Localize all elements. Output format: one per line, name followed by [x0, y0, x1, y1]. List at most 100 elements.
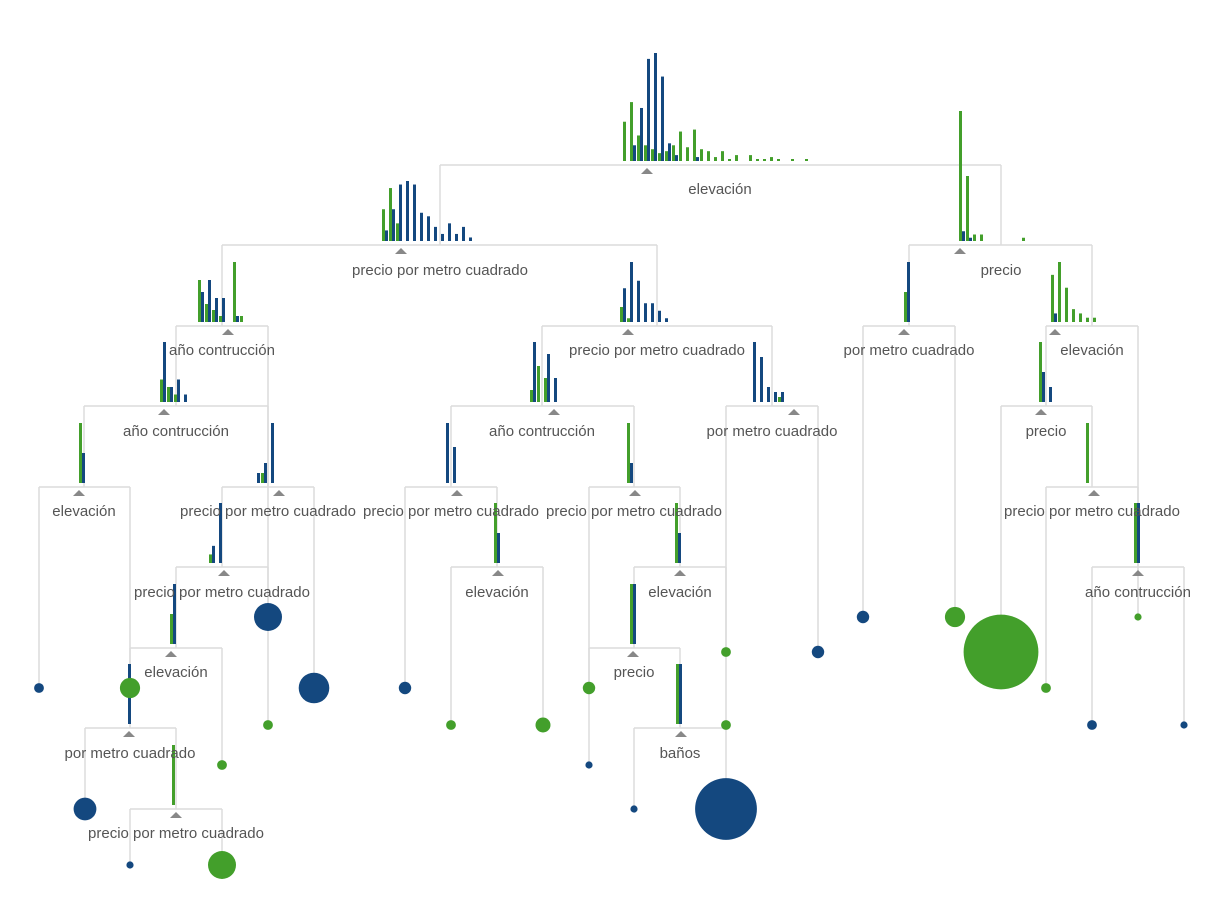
hist-bar-n0-b-3	[644, 145, 647, 161]
hist-bar-n19-a-0	[1137, 503, 1140, 563]
hist-bar-n3-a-2	[215, 298, 218, 322]
split-labels: elevación precio por metro cuadrado prec…	[52, 181, 1191, 842]
node-label-n16: precio por metro cuadrado	[134, 584, 310, 601]
hist-bar-n2-b-1	[966, 176, 969, 241]
split-marker-n20	[165, 651, 177, 657]
split-marker-n10	[1035, 409, 1047, 415]
split-marker-n0	[641, 168, 653, 174]
hist-bar-n6-a-0	[1054, 313, 1057, 322]
leaf-node-2	[73, 797, 97, 821]
hist-bar-n17-a-0	[497, 533, 500, 563]
hist-bar-n4-a-3	[644, 303, 647, 322]
split-marker-n21	[627, 651, 639, 657]
leaf-node-20	[944, 606, 966, 628]
hist-bar-n2-b-0	[959, 111, 962, 241]
hist-bar-n5-b-0	[904, 292, 907, 322]
hist-bar-n0-b-5	[658, 153, 661, 161]
hist-bar-n2-b-2	[973, 234, 976, 241]
hist-bar-n9-a-3	[774, 392, 777, 402]
split-marker-n13	[451, 490, 463, 496]
split-marker-n1	[395, 248, 407, 254]
hist-bar-n1-a-1	[392, 209, 395, 241]
node-label-n12: precio por metro cuadrado	[180, 503, 356, 520]
leaf-node-16	[721, 720, 731, 730]
hist-bar-n0-a-3	[647, 58, 650, 161]
hist-bar-n1-a-0	[385, 230, 388, 241]
split-marker-n15	[1088, 490, 1100, 496]
hist-bar-n8-b-0	[530, 390, 533, 402]
hist-bar-n4-b-1	[627, 318, 630, 322]
node-label-n5: por metro cuadrado	[844, 342, 975, 359]
hist-bar-n4-a-0	[623, 288, 626, 322]
hist-bar-n1-a-11	[462, 226, 465, 241]
hist-bar-n4-a-5	[658, 310, 661, 322]
hist-bar-n21-b-0	[630, 584, 633, 644]
hist-bar-n1-a-3	[406, 181, 409, 241]
leaf-node-12	[585, 761, 593, 769]
node-label-n15: precio por metro cuadrado	[1004, 503, 1180, 520]
hist-bar-n0-a-6	[668, 143, 671, 161]
hist-bar-n1-a-9	[448, 223, 451, 241]
split-marker-n19	[1132, 570, 1144, 576]
hist-bar-n6-b-2	[1065, 287, 1068, 322]
node-label-n0: elevación	[688, 181, 751, 198]
hist-bar-n3-b-3	[219, 316, 222, 322]
hist-bar-n13-a-0	[446, 423, 449, 483]
leaf-node-25	[1134, 613, 1142, 621]
hist-bar-n7-a-1	[170, 387, 173, 402]
leaf-node-17	[721, 647, 731, 657]
node-label-n1: precio por metro cuadrado	[352, 262, 528, 279]
split-marker-n8	[548, 409, 560, 415]
hist-bar-n9-a-2	[767, 387, 770, 402]
hist-bar-n7-b-2	[174, 394, 177, 402]
leaf-node-14	[630, 805, 638, 813]
hist-bar-n8-a-3	[554, 378, 557, 402]
node-label-n19: año contrucción	[1085, 584, 1191, 601]
hist-bar-n5-a-0	[907, 262, 910, 322]
hist-bar-n6-b-4	[1079, 313, 1082, 322]
leaf-node-13	[582, 681, 596, 695]
split-marker-n22	[123, 731, 135, 737]
node-label-n13: precio por metro cuadrado	[363, 503, 539, 520]
split-marker-n7	[158, 409, 170, 415]
node-label-n14: precio por metro cuadrado	[546, 503, 722, 520]
hist-bar-n12-a-1	[264, 463, 267, 483]
hist-bar-n0-b-7	[672, 145, 675, 161]
hist-bar-n6-b-0	[1051, 274, 1054, 322]
hist-bar-n8-b-2	[544, 378, 547, 402]
hist-bar-n20-a-0	[173, 584, 176, 644]
hist-bar-n6-b-5	[1086, 317, 1089, 322]
hist-bar-n1-a-12	[469, 237, 472, 241]
hist-bar-n0-b-6	[665, 151, 668, 161]
hist-bar-n0-b-10	[693, 129, 696, 161]
leaf-node-9	[398, 681, 412, 695]
hist-bar-n1-a-8	[441, 233, 444, 241]
hist-bar-n7-a-3	[184, 394, 187, 402]
hist-bar-n0-a-5	[661, 76, 664, 161]
split-marker-n24	[170, 812, 182, 818]
split-marker-n4	[622, 329, 634, 335]
leaf-node-21	[963, 614, 1039, 690]
split-histograms	[79, 53, 1140, 805]
hist-bar-n3-a-3	[222, 298, 225, 322]
hist-bar-n1-a-5	[420, 212, 423, 241]
hist-bar-n14-b-0	[627, 423, 630, 483]
hist-bar-n0-b-0	[623, 121, 626, 161]
leaf-node-8	[298, 672, 330, 704]
leaf-node-4	[126, 861, 134, 869]
hist-bar-n12-a-0	[257, 473, 260, 483]
hist-bar-n0-b-11	[700, 149, 703, 161]
hist-bar-n0-b-19	[756, 159, 759, 161]
node-label-n6: elevación	[1060, 342, 1123, 359]
hist-bar-n0-b-13	[714, 157, 717, 161]
hist-bar-n20-b-0	[170, 614, 173, 644]
hist-bar-n9-a-4	[781, 392, 784, 402]
hist-bar-n0-a-7	[675, 155, 678, 161]
hist-bar-n3-b-2	[212, 310, 215, 322]
hist-bar-n16-a-0	[212, 545, 215, 563]
hist-bar-n3-b-0	[198, 280, 201, 322]
hist-bar-n13-a-1	[453, 447, 456, 483]
hist-bar-n0-b-2	[637, 135, 640, 161]
hist-bar-n6-b-3	[1072, 309, 1075, 322]
